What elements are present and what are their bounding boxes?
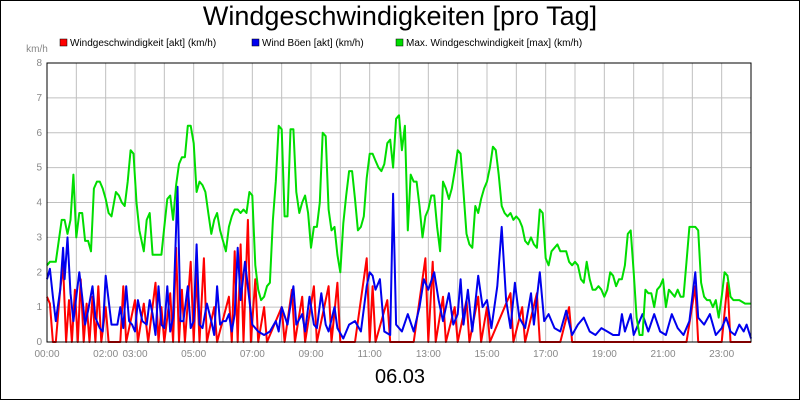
legend-swatch-2 bbox=[395, 38, 404, 47]
legend-swatch-1 bbox=[251, 38, 260, 47]
x-tick-label: 23:00 bbox=[709, 349, 734, 360]
x-tick-label: 03:00 bbox=[122, 349, 147, 360]
chart-title: Windgeschwindigkeiten [pro Tag] bbox=[202, 1, 598, 31]
legend-label-2: Max. Windgeschwindigkeit [max] (km/h) bbox=[406, 38, 582, 49]
legend-label-1: Wind Böen [akt] (km/h) bbox=[262, 38, 364, 49]
series-line-1 bbox=[46, 185, 752, 340]
plot-border bbox=[46, 62, 752, 343]
x-tick-label: 19:00 bbox=[592, 349, 617, 360]
x-tick-label: 05:00 bbox=[181, 349, 206, 360]
series-line-2 bbox=[46, 114, 751, 336]
x-tick-label: 21:00 bbox=[650, 349, 675, 360]
x-tick-label: 13:00 bbox=[416, 349, 441, 360]
y-tick-label: 7 bbox=[36, 93, 42, 104]
x-tick-label: 11:00 bbox=[358, 349, 383, 360]
x-tick-label: 17:00 bbox=[533, 349, 558, 360]
x-tick-label: 09:00 bbox=[298, 349, 323, 360]
y-axis: 0 1 2 3 4 5 6 7 8 km/h bbox=[26, 44, 48, 348]
y-tick-label: 4 bbox=[36, 198, 42, 209]
x-tick-label: 00:00 bbox=[34, 349, 59, 360]
chart-grid bbox=[46, 62, 752, 343]
x-tick-label: 07:00 bbox=[240, 349, 265, 360]
date-label: 06.03 bbox=[374, 366, 426, 388]
y-tick-label: 3 bbox=[36, 232, 42, 243]
legend-label-0: Windgeschwindigkeit [akt] (km/h) bbox=[70, 38, 216, 49]
x-tick-label: 15:00 bbox=[474, 349, 499, 360]
x-axis: 00:00 02:00 03:00 05:00 07:00 09:00 11:00 13:00… bbox=[34, 349, 734, 360]
y-tick-label: 8 bbox=[36, 58, 42, 69]
y-tick-label: 6 bbox=[36, 128, 42, 139]
series-line-0 bbox=[46, 218, 751, 343]
series-layer bbox=[46, 114, 752, 343]
legend-swatch-0 bbox=[59, 38, 68, 47]
y-tick-label: 0 bbox=[36, 337, 42, 348]
y-axis-unit: km/h bbox=[26, 44, 48, 55]
y-tick-label: 2 bbox=[36, 267, 42, 278]
y-tick-label: 1 bbox=[36, 302, 42, 313]
legend: Windgeschwindigkeit [akt] (km/h) Wind Böe… bbox=[59, 38, 582, 49]
y-tick-label: 5 bbox=[36, 163, 42, 174]
x-tick-label: 02:00 bbox=[93, 349, 118, 360]
